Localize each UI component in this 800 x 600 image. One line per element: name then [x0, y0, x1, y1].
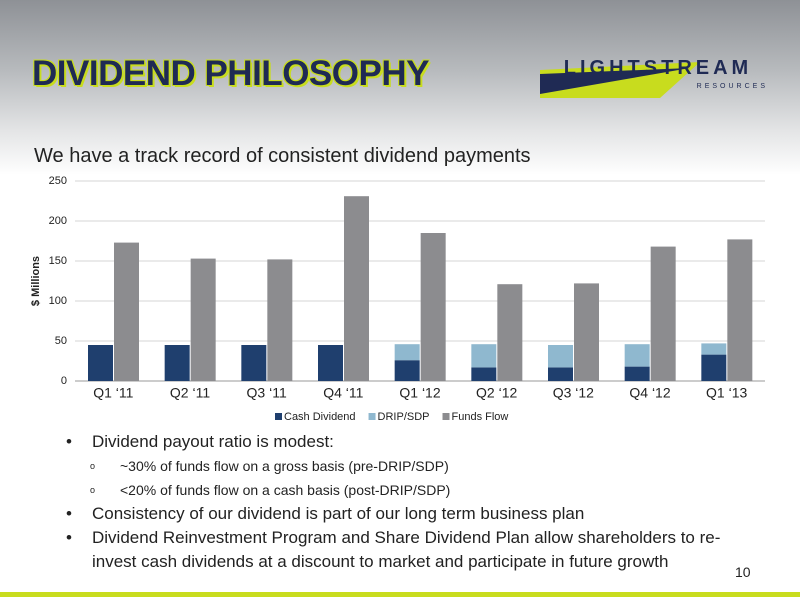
bar: [727, 239, 753, 381]
y-axis-label: $ Millions: [30, 256, 42, 306]
logo: LIGHTSTREAM RESOURCES: [540, 57, 768, 98]
x-tick-label: Q2 ‘12: [476, 385, 517, 401]
bar: [114, 242, 139, 381]
bar: [267, 259, 293, 381]
legend-swatch: [368, 413, 376, 420]
stacked-bar-segment: [394, 360, 420, 381]
bullet-item: Dividend payout ratio is modest:: [62, 430, 742, 454]
stacked-bar-segment: [624, 344, 650, 367]
bar: [344, 196, 369, 381]
y-tick-label: 150: [49, 255, 67, 267]
y-tick-label: 200: [49, 215, 67, 227]
footer-rule: [0, 592, 800, 597]
legend-label: Cash Dividend: [284, 411, 356, 423]
x-tick-label: Q2 ‘11: [170, 385, 210, 401]
stacked-bar-segment: [624, 366, 650, 381]
y-tick-label: 0: [61, 375, 67, 387]
legend-swatch: [275, 413, 282, 420]
stacked-bar-segment: [548, 345, 573, 368]
slide-title: DIVIDEND PHILOSOPHY: [32, 54, 429, 93]
bullet-item: <20% of funds flow on a cash basis (post…: [62, 478, 742, 502]
stacked-bar-segment: [701, 343, 727, 355]
stacked-bar-segment: [241, 345, 267, 381]
x-tick-label: Q1 ‘12: [399, 385, 440, 401]
logo-text: LIGHTSTREAM: [564, 57, 752, 79]
stacked-bar-segment: [701, 354, 727, 381]
legend-label: DRIP/SDP: [378, 411, 430, 423]
legend-label: Funds Flow: [452, 411, 509, 423]
bullet-item: Dividend Reinvestment Program and Share …: [62, 526, 742, 574]
stacked-bar-segment: [471, 344, 497, 368]
y-tick-label: 250: [49, 175, 67, 187]
stacked-bar-segment: [548, 367, 573, 381]
stacked-bar-segment: [394, 344, 420, 361]
logo-swoosh-dark: [540, 68, 690, 94]
x-tick-label: Q4 ‘11: [323, 385, 363, 401]
stacked-bar-segment: [88, 345, 113, 381]
chart: 0 50 100 150 200 250 $ Millions Q1 ‘11 Q2 ‘11 Q3 …: [30, 175, 765, 423]
bullet-item: ~30% of funds flow on a gross basis (pre…: [62, 454, 742, 478]
bar: [190, 258, 216, 381]
bar: [497, 284, 523, 381]
logo-subtext: RESOURCES: [697, 83, 768, 90]
bullet-list: Dividend payout ratio is modest:~30% of …: [62, 430, 742, 574]
x-tick-label: Q3 ‘12: [553, 385, 594, 401]
x-tick-label: Q1 ‘11: [93, 385, 133, 401]
stacked-bar-segment: [471, 367, 497, 381]
stacked-bar-segment: [164, 345, 190, 381]
bullet-item: Consistency of our dividend is part of o…: [62, 502, 742, 526]
y-tick-label: 50: [55, 335, 67, 347]
subtitle: We have a track record of consistent div…: [34, 145, 531, 167]
legend-swatch: [442, 413, 450, 420]
bar: [574, 283, 599, 381]
bar: [420, 233, 446, 381]
x-tick-label: Q3 ‘11: [247, 385, 287, 401]
x-tick-label: Q1 ‘13: [706, 385, 747, 401]
x-tick-label: Q4 ‘12: [629, 385, 670, 401]
y-tick-label: 100: [49, 295, 67, 307]
bar: [650, 246, 676, 381]
page-number: 10: [735, 564, 751, 580]
stacked-bar-segment: [318, 345, 343, 381]
